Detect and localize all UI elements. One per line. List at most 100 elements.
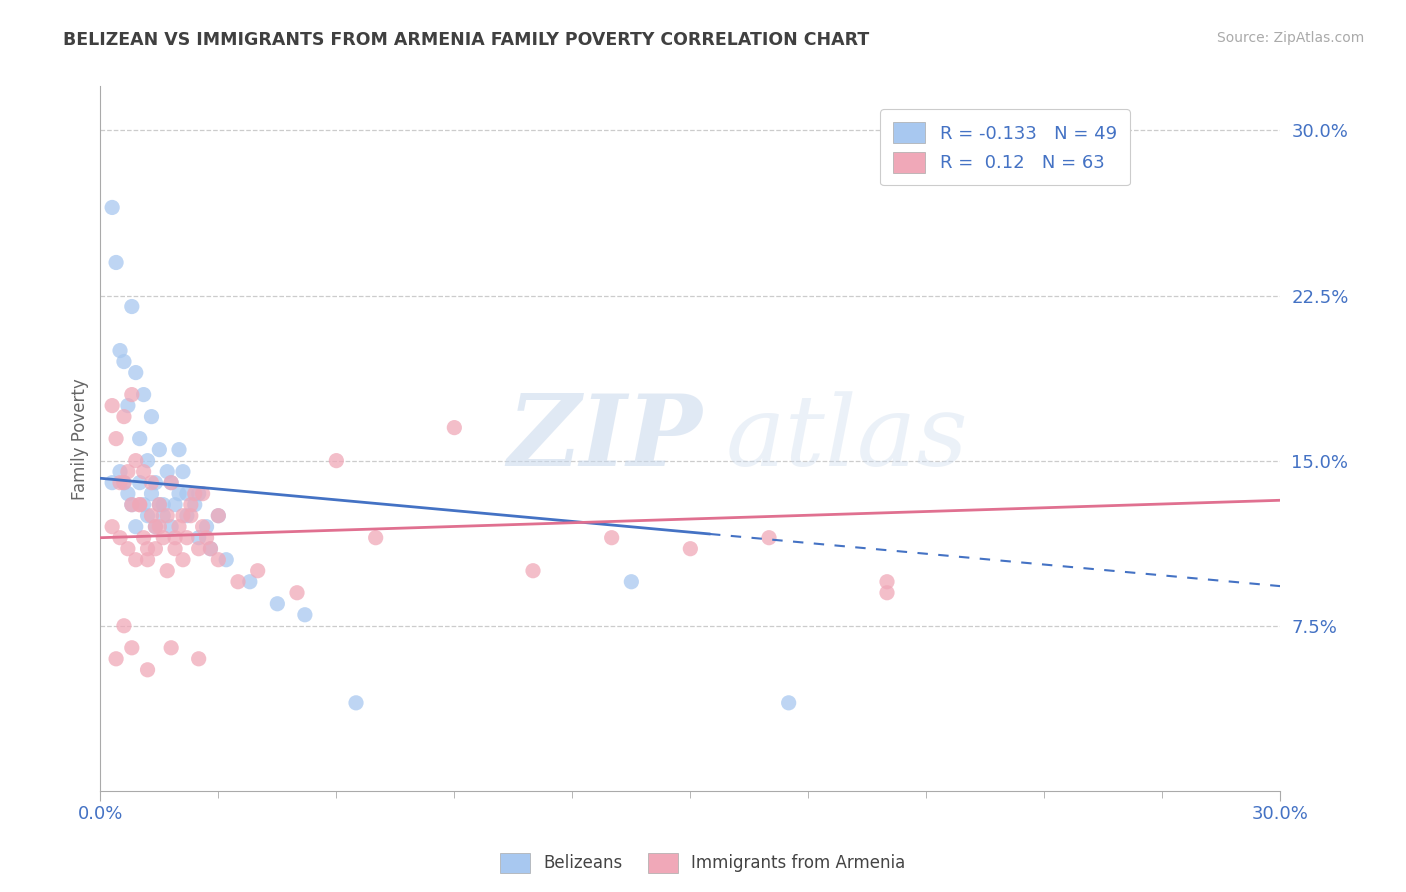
Point bbox=[160, 475, 183, 490]
Point bbox=[187, 531, 209, 545]
Point bbox=[108, 475, 131, 490]
Point bbox=[121, 640, 143, 655]
Point bbox=[187, 541, 209, 556]
Point bbox=[184, 486, 207, 500]
Point bbox=[165, 498, 187, 512]
Point bbox=[156, 508, 179, 523]
Y-axis label: Family Poverty: Family Poverty bbox=[72, 377, 89, 500]
Point bbox=[145, 475, 167, 490]
Point bbox=[148, 442, 170, 457]
Point bbox=[117, 486, 139, 500]
Point bbox=[108, 531, 131, 545]
Point bbox=[125, 552, 148, 566]
Point bbox=[876, 574, 898, 589]
Point bbox=[132, 498, 155, 512]
Point bbox=[108, 465, 131, 479]
Point bbox=[758, 531, 780, 545]
Point bbox=[125, 366, 148, 380]
Point bbox=[620, 574, 643, 589]
Point bbox=[128, 498, 150, 512]
Point bbox=[187, 486, 209, 500]
Point bbox=[200, 541, 222, 556]
Point bbox=[152, 508, 174, 523]
Point bbox=[191, 486, 214, 500]
Point bbox=[246, 564, 269, 578]
Point bbox=[112, 475, 135, 490]
Point bbox=[145, 519, 167, 533]
Point bbox=[105, 255, 128, 269]
Point bbox=[522, 564, 544, 578]
Point bbox=[172, 465, 194, 479]
Point bbox=[226, 574, 249, 589]
Point bbox=[191, 519, 214, 533]
Point bbox=[200, 541, 222, 556]
Point bbox=[344, 696, 367, 710]
Point bbox=[165, 531, 187, 545]
Point bbox=[121, 498, 143, 512]
Point bbox=[128, 498, 150, 512]
Point bbox=[156, 564, 179, 578]
Point bbox=[148, 498, 170, 512]
Point bbox=[152, 498, 174, 512]
Point bbox=[136, 508, 159, 523]
Point bbox=[132, 465, 155, 479]
Point bbox=[294, 607, 316, 622]
Text: BELIZEAN VS IMMIGRANTS FROM ARMENIA FAMILY POVERTY CORRELATION CHART: BELIZEAN VS IMMIGRANTS FROM ARMENIA FAMI… bbox=[63, 31, 869, 49]
Point bbox=[125, 519, 148, 533]
Point bbox=[207, 552, 229, 566]
Point bbox=[195, 531, 218, 545]
Point bbox=[239, 574, 262, 589]
Point bbox=[180, 498, 202, 512]
Point bbox=[141, 486, 163, 500]
Point bbox=[176, 508, 198, 523]
Point bbox=[121, 300, 143, 314]
Point bbox=[117, 541, 139, 556]
Point bbox=[600, 531, 623, 545]
Point bbox=[207, 508, 229, 523]
Point bbox=[180, 508, 202, 523]
Point bbox=[876, 586, 898, 600]
Point bbox=[125, 453, 148, 467]
Text: ZIP: ZIP bbox=[508, 391, 702, 487]
Point bbox=[112, 619, 135, 633]
Point bbox=[176, 531, 198, 545]
Point bbox=[215, 552, 238, 566]
Point bbox=[167, 519, 190, 533]
Point bbox=[160, 519, 183, 533]
Point bbox=[285, 586, 308, 600]
Point bbox=[148, 519, 170, 533]
Point bbox=[184, 498, 207, 512]
Point bbox=[207, 508, 229, 523]
Point bbox=[101, 201, 124, 215]
Point bbox=[136, 541, 159, 556]
Point bbox=[101, 519, 124, 533]
Point bbox=[117, 465, 139, 479]
Point bbox=[679, 541, 702, 556]
Point bbox=[141, 508, 163, 523]
Point bbox=[136, 663, 159, 677]
Point bbox=[112, 354, 135, 368]
Point bbox=[172, 508, 194, 523]
Point bbox=[160, 475, 183, 490]
Point bbox=[266, 597, 288, 611]
Point bbox=[148, 498, 170, 512]
Point bbox=[132, 531, 155, 545]
Point bbox=[176, 486, 198, 500]
Point bbox=[121, 387, 143, 401]
Point bbox=[167, 486, 190, 500]
Point bbox=[160, 640, 183, 655]
Point bbox=[156, 465, 179, 479]
Point bbox=[112, 475, 135, 490]
Point bbox=[117, 399, 139, 413]
Point bbox=[105, 652, 128, 666]
Point bbox=[167, 442, 190, 457]
Point bbox=[195, 519, 218, 533]
Point bbox=[128, 432, 150, 446]
Point bbox=[145, 519, 167, 533]
Point bbox=[172, 552, 194, 566]
Legend: Belizeans, Immigrants from Armenia: Belizeans, Immigrants from Armenia bbox=[494, 847, 912, 880]
Point bbox=[152, 531, 174, 545]
Point bbox=[187, 652, 209, 666]
Point bbox=[101, 475, 124, 490]
Point bbox=[364, 531, 387, 545]
